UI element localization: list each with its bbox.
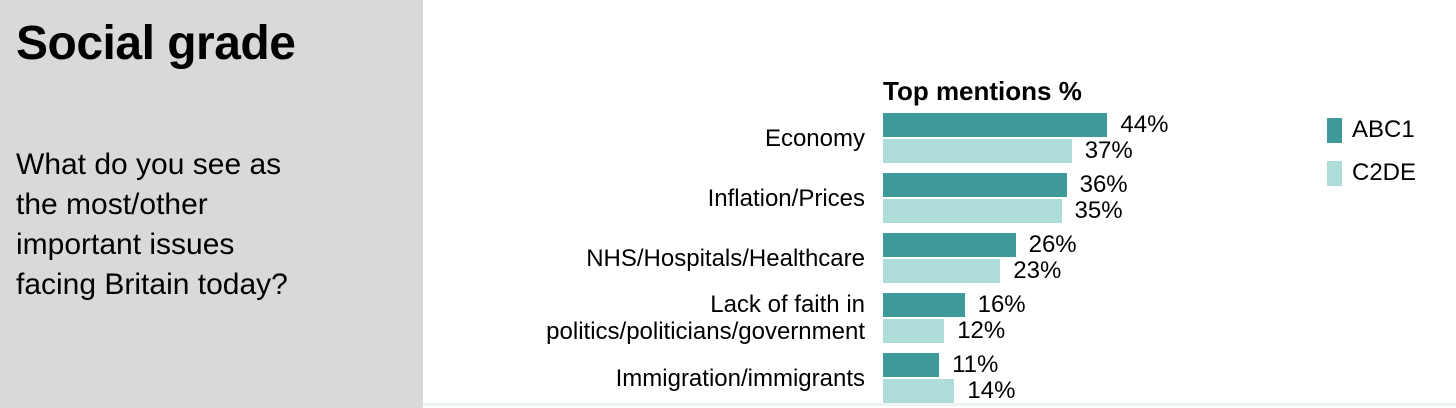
bar-c2de — [883, 199, 1062, 223]
bar-line: 37% — [883, 137, 1168, 164]
chart-legend: ABC1 C2DE — [1327, 116, 1416, 187]
value-label: 12% — [957, 317, 1006, 344]
chart-row: Immigration/immigrants 11% 14% — [430, 351, 1330, 404]
bar-line: 11% — [883, 351, 1015, 378]
survey-question: What do you see as the most/other import… — [16, 145, 407, 305]
bar-line: 14% — [883, 377, 1016, 404]
value-label: 16% — [977, 291, 1026, 318]
bar-abc1 — [883, 353, 940, 377]
legend-item-c2de: C2DE — [1327, 159, 1416, 187]
survey-question-line: important issues — [16, 227, 235, 261]
chart-baseline — [423, 403, 1456, 406]
chart-row: Economy 44% 37% — [430, 111, 1330, 164]
bar-group: 36% 35% — [883, 171, 1128, 224]
chart-title: Top mentions % — [883, 76, 1082, 106]
bar-group: 11% 14% — [883, 351, 1016, 404]
bar-c2de — [883, 139, 1072, 163]
bar-c2de — [883, 379, 955, 403]
category-label: NHS/Hospitals/Healthcare — [586, 244, 865, 272]
value-label: 11% — [952, 351, 999, 378]
survey-question-line: facing Britain today? — [16, 267, 288, 301]
bar-line: 36% — [883, 171, 1128, 198]
value-label: 26% — [1028, 231, 1077, 258]
bar-abc1 — [883, 233, 1016, 257]
value-label: 35% — [1074, 197, 1123, 224]
bar-c2de — [883, 319, 945, 343]
bar-group: 16% 12% — [883, 291, 1026, 344]
bar-line: 12% — [883, 317, 1026, 344]
legend-label: ABC1 — [1352, 116, 1415, 143]
bar-line: 35% — [883, 197, 1128, 224]
bar-line: 44% — [883, 111, 1169, 138]
category-label: Inflation/Prices — [707, 184, 865, 212]
side-panel: Social grade What do you see as the most… — [0, 0, 423, 408]
legend-swatch-icon — [1327, 117, 1342, 143]
bar-abc1 — [883, 113, 1108, 137]
category-label: Lack of faith in politics/politicians/go… — [546, 291, 865, 345]
chart-row: Inflation/Prices 36% 35% — [430, 171, 1330, 224]
value-label: 37% — [1084, 137, 1133, 164]
value-label: 36% — [1079, 171, 1128, 198]
bar-line: 26% — [883, 231, 1077, 258]
legend-item-abc1: ABC1 — [1327, 116, 1416, 144]
survey-question-line: the most/other — [16, 187, 208, 221]
bar-line: 16% — [883, 291, 1026, 318]
value-label: 14% — [967, 377, 1016, 404]
value-label: 44% — [1120, 111, 1169, 138]
survey-question-line: What do you see as — [16, 147, 282, 181]
bar-group: 26% 23% — [883, 231, 1077, 284]
category-label: Immigration/immigrants — [615, 364, 865, 392]
bar-c2de — [883, 259, 1001, 283]
chart-row: Lack of faith in politics/politicians/go… — [430, 291, 1330, 345]
chart-rows: Economy 44% 37% Inflation/Prices 36% 35% NHS/H… — [430, 111, 1330, 408]
bar-abc1 — [883, 173, 1067, 197]
bar-line: 23% — [883, 257, 1077, 284]
legend-label: C2DE — [1352, 159, 1417, 186]
bar-abc1 — [883, 293, 965, 317]
chart-row: NHS/Hospitals/Healthcare 26% 23% — [430, 231, 1330, 284]
category-label: Economy — [764, 124, 865, 152]
bar-group: 44% 37% — [883, 111, 1169, 164]
value-label: 23% — [1013, 257, 1062, 284]
page-title: Social grade — [16, 17, 296, 70]
legend-swatch-icon — [1327, 160, 1342, 186]
